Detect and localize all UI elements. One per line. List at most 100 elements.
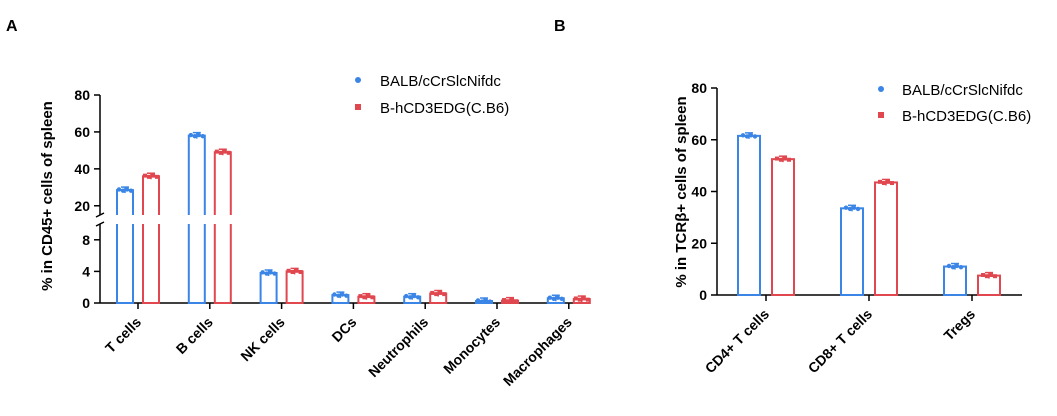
axis-break-mark (95, 212, 105, 218)
bar-t-cells-series2-point (155, 174, 159, 179)
panel-b-chart: B % in TCRβ+ cells of spleen 0 20 40 60 80 C… (554, 18, 1031, 376)
y-tick-label: 20 (74, 198, 90, 214)
bar-dcs-series1-point (336, 293, 341, 298)
panel-b-letter: B (554, 18, 566, 35)
panel-a-legend: BALB/cCrSlcNifdc B-hCD3EDG(C.B6) (355, 73, 509, 117)
panel-b-bars (737, 132, 1001, 297)
bar-b-cells-series2-point (214, 149, 219, 154)
bar-b-cells-series1 (187, 134, 206, 304)
x-tick-label: B cells (173, 314, 216, 357)
y-tick-label: 40 (691, 184, 707, 200)
bar-macrophages-series2-point (581, 296, 586, 301)
bar-cd4-t-cells-series2-point (783, 156, 787, 161)
bar-tregs-series1-point (950, 264, 956, 270)
axis-break-mark (95, 221, 105, 227)
bar-cd4-t-cells-series1-point (744, 134, 750, 139)
bar-t-cells-series2-point (147, 174, 151, 179)
bar-neutrophils-series2-point (434, 292, 439, 297)
bar-t-cells-series2-point (143, 173, 147, 178)
legend-label-series2: B-hCD3EDG(C.B6) (902, 108, 1031, 125)
panel-a-bars (116, 131, 591, 305)
bar-neutrophils-series1-point (404, 293, 409, 299)
bar-dcs-series2-point (366, 294, 371, 299)
bar-macrophages-series1-point (555, 295, 560, 300)
x-tick-label: T cells (102, 314, 144, 356)
bar-dcs-series1-point (340, 292, 345, 297)
bar-b-cells-series1-point (188, 132, 193, 138)
bar-monocytes-series1-point (475, 298, 481, 303)
bar-tregs-series1-point (946, 263, 952, 269)
bar-cd8-t-cells-series1-point (843, 205, 849, 210)
bar-cd8-t-cells-series1-point (851, 205, 857, 210)
bar-cd8-t-cells-series2-point (890, 181, 894, 186)
bar-neutrophils-series1-point (416, 295, 421, 300)
bar-nk-cells-series1-point (260, 270, 265, 275)
panel-b-legend: BALB/cCrSlcNifdc B-hCD3EDG(C.B6) (878, 82, 1031, 125)
bar-neutrophils-series2-point (438, 290, 443, 295)
bar-monocytes-series2-point (506, 299, 510, 304)
bar-cd8-t-cells-series2-point (886, 179, 890, 184)
bar-neutrophils-series1-point (408, 295, 413, 300)
panel-a-letter: A (6, 18, 18, 35)
y-tick-label: 40 (74, 161, 90, 177)
bar-t-cells-series1-point (124, 187, 130, 192)
bar-b-cells-series1-point (192, 134, 197, 139)
x-tick-label: CD8+ T cells (805, 306, 876, 377)
bar-monocytes-series1-point (487, 299, 493, 304)
bar-neutrophils-series2-point (442, 292, 447, 297)
panel-a-axes (95, 95, 587, 304)
bar-nk-cells-series2-point (290, 270, 295, 274)
bar-nk-cells-series2 (285, 270, 304, 304)
panel-a-x-ticks: T cells B cells NK cells DCs Neutrophils Mono… (102, 303, 575, 389)
bar-macrophages-series1-point (547, 295, 552, 300)
bar-tregs-series2-point (981, 272, 985, 277)
bar-monocytes-series2-point (514, 299, 518, 304)
bar-t-cells-series2 (142, 175, 160, 304)
legend-marker-series2 (355, 104, 361, 110)
x-tick-label: CD4+ T cells (702, 306, 773, 377)
bar-cd8-t-cells-series2 (874, 181, 898, 297)
y-tick-label: 80 (74, 87, 90, 103)
bar-nk-cells-series1 (259, 271, 278, 305)
bar-b-cells-series2-point (218, 150, 223, 155)
bar-neutrophils-series2-point (430, 290, 435, 295)
bar-cd8-t-cells-series1-point (855, 206, 861, 212)
x-tick-label: Tregs (940, 306, 978, 344)
bar-t-cells-series1-point (120, 188, 126, 193)
bar-macrophages-series2-point (585, 297, 590, 302)
bar-tregs-series2-point (993, 274, 997, 279)
x-tick-label: DCs (328, 314, 359, 345)
bar-b-cells-series1-point (196, 132, 201, 138)
bar-macrophages-series2-point (577, 297, 582, 302)
panel-b-x-ticks: CD4+ T cells CD8+ T cells Tregs (702, 295, 978, 377)
bar-monocytes-series2-point (510, 298, 514, 303)
x-tick-label: Monocytes (440, 314, 503, 377)
y-tick-label: 0 (699, 287, 707, 303)
bar-b-cells-series1-point (200, 134, 205, 139)
y-tick-label: 60 (691, 132, 707, 148)
bar-dcs-series2-point (370, 295, 375, 300)
bar-cd4-t-cells-series1-point (740, 133, 746, 138)
bar-monocytes-series2-point (502, 298, 506, 303)
panel-b-y-axis-label: % in TCRβ+ cells of spleen (673, 96, 690, 287)
legend-marker-series1 (355, 77, 361, 83)
y-tick-label: 0 (82, 295, 90, 311)
legend-label-series2: B-hCD3EDG(C.B6) (380, 100, 509, 117)
y-tick-label: 20 (691, 235, 707, 251)
bar-cd4-t-cells-series2-point (787, 157, 791, 162)
bar-tregs-series2-point (985, 274, 989, 279)
bar-tregs-series1-point (954, 263, 960, 269)
panel-a-y-axis-label: % in CD45+ cells of spleen (39, 101, 56, 291)
panel-a-chart: A % in CD45+ cells of spleen 0 4 8 20 40 60 80… (6, 18, 591, 389)
bar-t-cells-series1-point (116, 187, 122, 192)
bar-cd4-t-cells-series2-point (775, 156, 779, 161)
bar-t-cells-series2-point (151, 173, 155, 178)
bar-cd8-t-cells-series2-point (882, 181, 886, 186)
bar-cd4-t-cells-series1 (737, 134, 761, 296)
y-tick-label: 8 (82, 232, 90, 248)
bar-nk-cells-series1-point (264, 271, 269, 276)
bar-b-cells-series2-point (226, 150, 231, 155)
panel-a-y-ticks: 0 4 8 20 40 60 80 (74, 87, 100, 311)
bar-cd8-t-cells-series1 (840, 207, 864, 297)
y-tick-label: 4 (82, 263, 90, 279)
